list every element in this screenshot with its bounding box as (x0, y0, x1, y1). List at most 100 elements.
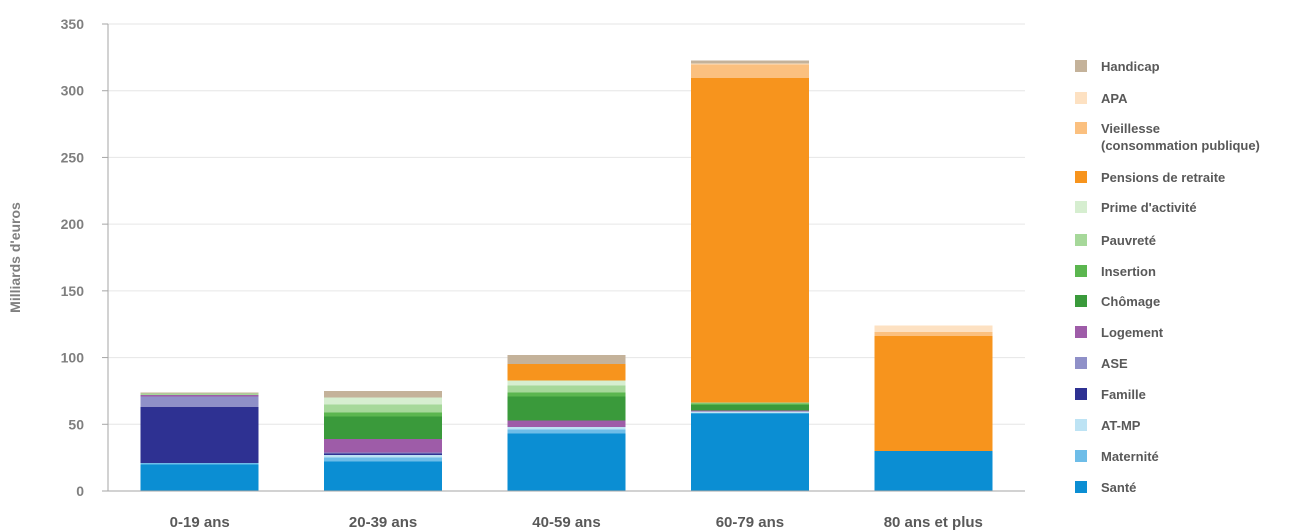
legend-swatch (1075, 265, 1087, 277)
y-tick-label: 200 (61, 216, 85, 232)
bar-segment (690, 64, 809, 79)
legend-label: AT-MP (1101, 418, 1141, 433)
legend-label: Pauvreté (1101, 233, 1156, 248)
legend-swatch (1075, 234, 1087, 246)
legend-label: Prime d'activité (1101, 200, 1197, 215)
y-tick-label: 300 (61, 83, 85, 99)
legend-item: Handicap (1075, 59, 1160, 74)
legend-label: Pensions de retraite (1101, 170, 1225, 185)
bar-segment (507, 396, 626, 421)
legend-label: Famille (1101, 387, 1146, 402)
bar-segment (324, 404, 443, 413)
legend-item: AT-MP (1075, 418, 1141, 433)
y-axis-title: Milliards d'euros (7, 202, 23, 313)
legend-swatch (1075, 419, 1087, 431)
bar-segment (140, 393, 259, 395)
bar-segment (507, 385, 626, 393)
bar-segment (140, 396, 259, 407)
gridlines (108, 23, 1025, 425)
bar-segment (507, 433, 626, 491)
legend-swatch (1075, 481, 1087, 493)
bar-segment (140, 462, 259, 465)
legend-label: Chômage (1101, 294, 1160, 309)
legend-swatch (1075, 171, 1087, 183)
y-tick-label: 150 (61, 283, 85, 299)
legend-item: Santé (1075, 480, 1136, 495)
bar-segment (690, 63, 809, 65)
legend-swatch (1075, 357, 1087, 369)
legend-item: Maternité (1075, 449, 1159, 464)
bar-segment (140, 464, 259, 491)
bars (140, 60, 993, 491)
bar-segment (507, 364, 626, 381)
legend-item: Pensions de retraite (1075, 170, 1225, 185)
legend-swatch (1075, 60, 1087, 72)
legend-label: Santé (1101, 480, 1136, 495)
legend-item: Famille (1075, 387, 1146, 402)
legend-item: Vieillesse (consommation publique) (1075, 121, 1260, 153)
bar-segment (690, 402, 809, 404)
legend-swatch (1075, 326, 1087, 338)
legend-label: Vieillesse (consommation publique) (1101, 121, 1260, 153)
legend-label: Logement (1101, 325, 1164, 340)
x-category-label: 60-79 ans (716, 514, 784, 531)
x-category-label: 80 ans et plus (884, 514, 983, 531)
y-tick-label: 250 (61, 149, 85, 165)
y-tick-label: 50 (68, 416, 84, 432)
bar-segment (507, 354, 626, 365)
y-tick-label: 100 (61, 350, 85, 366)
bar-segment (324, 457, 443, 462)
bar-segment (324, 397, 443, 405)
bar-segment (140, 406, 259, 463)
bar-segment (690, 60, 809, 64)
bar-segment (324, 412, 443, 417)
x-category-label: 0-19 ans (170, 514, 230, 531)
bar-segment (324, 390, 443, 398)
legend-swatch (1075, 450, 1087, 462)
bar-segment (690, 411, 809, 413)
legend-label: Handicap (1101, 59, 1160, 74)
bar-segment (507, 420, 626, 427)
bar-segment (324, 453, 443, 455)
legend-label: Maternité (1101, 449, 1159, 464)
bar-segment (324, 416, 443, 439)
legend-item: ASE (1075, 356, 1128, 371)
legend-swatch (1075, 388, 1087, 400)
bar-segment (507, 380, 626, 386)
x-axis-categories: 0-19 ans 20-39 ans 40-59 ans 60-79 ans 80 an… (170, 514, 983, 531)
bar-segment (874, 450, 993, 491)
legend-label: ASE (1101, 356, 1128, 371)
bar-segment (690, 78, 809, 403)
legend-label: Insertion (1101, 264, 1156, 279)
bar-segment (874, 332, 993, 337)
bar-segment (324, 461, 443, 491)
bar-segment (324, 452, 443, 454)
x-category-label: 20-39 ans (349, 514, 417, 531)
bar-segment (690, 410, 809, 412)
bar-segment (507, 426, 626, 430)
legend-item: APA (1075, 91, 1128, 106)
bar-segment (507, 429, 626, 434)
y-tick-label: 350 (61, 16, 85, 32)
legend-label: APA (1101, 91, 1128, 106)
legend-item: Logement (1075, 325, 1164, 340)
legend-item: Prime d'activité (1075, 200, 1197, 215)
bar-segment (140, 392, 259, 394)
legend-item: Chômage (1075, 294, 1160, 309)
bar-segment (324, 454, 443, 458)
bar-segment (690, 404, 809, 411)
legend-swatch (1075, 122, 1087, 134)
x-category-label: 40-59 ans (532, 514, 600, 531)
legend-item: Insertion (1075, 264, 1156, 279)
y-tick-label: 0 (76, 483, 84, 499)
legend-swatch (1075, 201, 1087, 213)
legend-swatch (1075, 295, 1087, 307)
legend-item: Pauvreté (1075, 233, 1156, 248)
bar-segment (690, 413, 809, 491)
legend: Handicap APA Vieillesse (consommation publi… (1075, 59, 1260, 495)
y-axis-ticks: 0 50 100 150 200 250 300 350 (61, 16, 108, 499)
bar-segment (140, 394, 259, 397)
bar-segment (874, 325, 993, 333)
legend-swatch (1075, 92, 1087, 104)
